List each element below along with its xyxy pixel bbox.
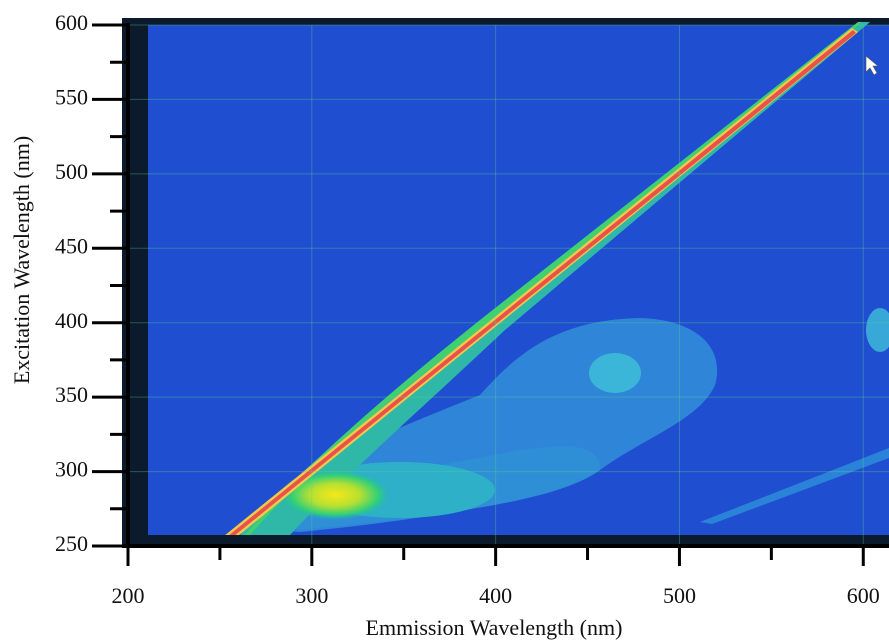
axes: 200 300 400 500 600 250 300 350 400 450 500 550 600 bbox=[55, 10, 889, 608]
x-axis-title: Emmission Wavelength (nm) bbox=[366, 615, 623, 640]
screen-image bbox=[122, 18, 889, 548]
mouse-cursor bbox=[865, 55, 879, 76]
y-tick-label: 350 bbox=[55, 382, 88, 407]
x-tick-label: 600 bbox=[847, 583, 880, 608]
y-tick-label: 400 bbox=[55, 308, 88, 333]
y-tick-label: 550 bbox=[55, 84, 88, 109]
contour-region bbox=[866, 308, 889, 352]
x-tick-label: 200 bbox=[112, 583, 145, 608]
y-tick-label: 600 bbox=[55, 10, 88, 35]
contour-peak bbox=[280, 470, 390, 520]
y-tick-label: 250 bbox=[55, 531, 88, 556]
contour-region bbox=[589, 353, 641, 393]
x-tick-label: 300 bbox=[295, 583, 328, 608]
x-tick-label: 500 bbox=[663, 583, 696, 608]
y-axis-title: Excitation Wavelength (nm) bbox=[9, 136, 34, 384]
contour-band bbox=[228, 30, 856, 536]
y-tick-label: 500 bbox=[55, 159, 88, 184]
x-tick-label: 400 bbox=[479, 583, 512, 608]
y-tick-label: 450 bbox=[55, 233, 88, 258]
y-tick-label: 300 bbox=[55, 457, 88, 482]
contour-region bbox=[700, 448, 889, 524]
